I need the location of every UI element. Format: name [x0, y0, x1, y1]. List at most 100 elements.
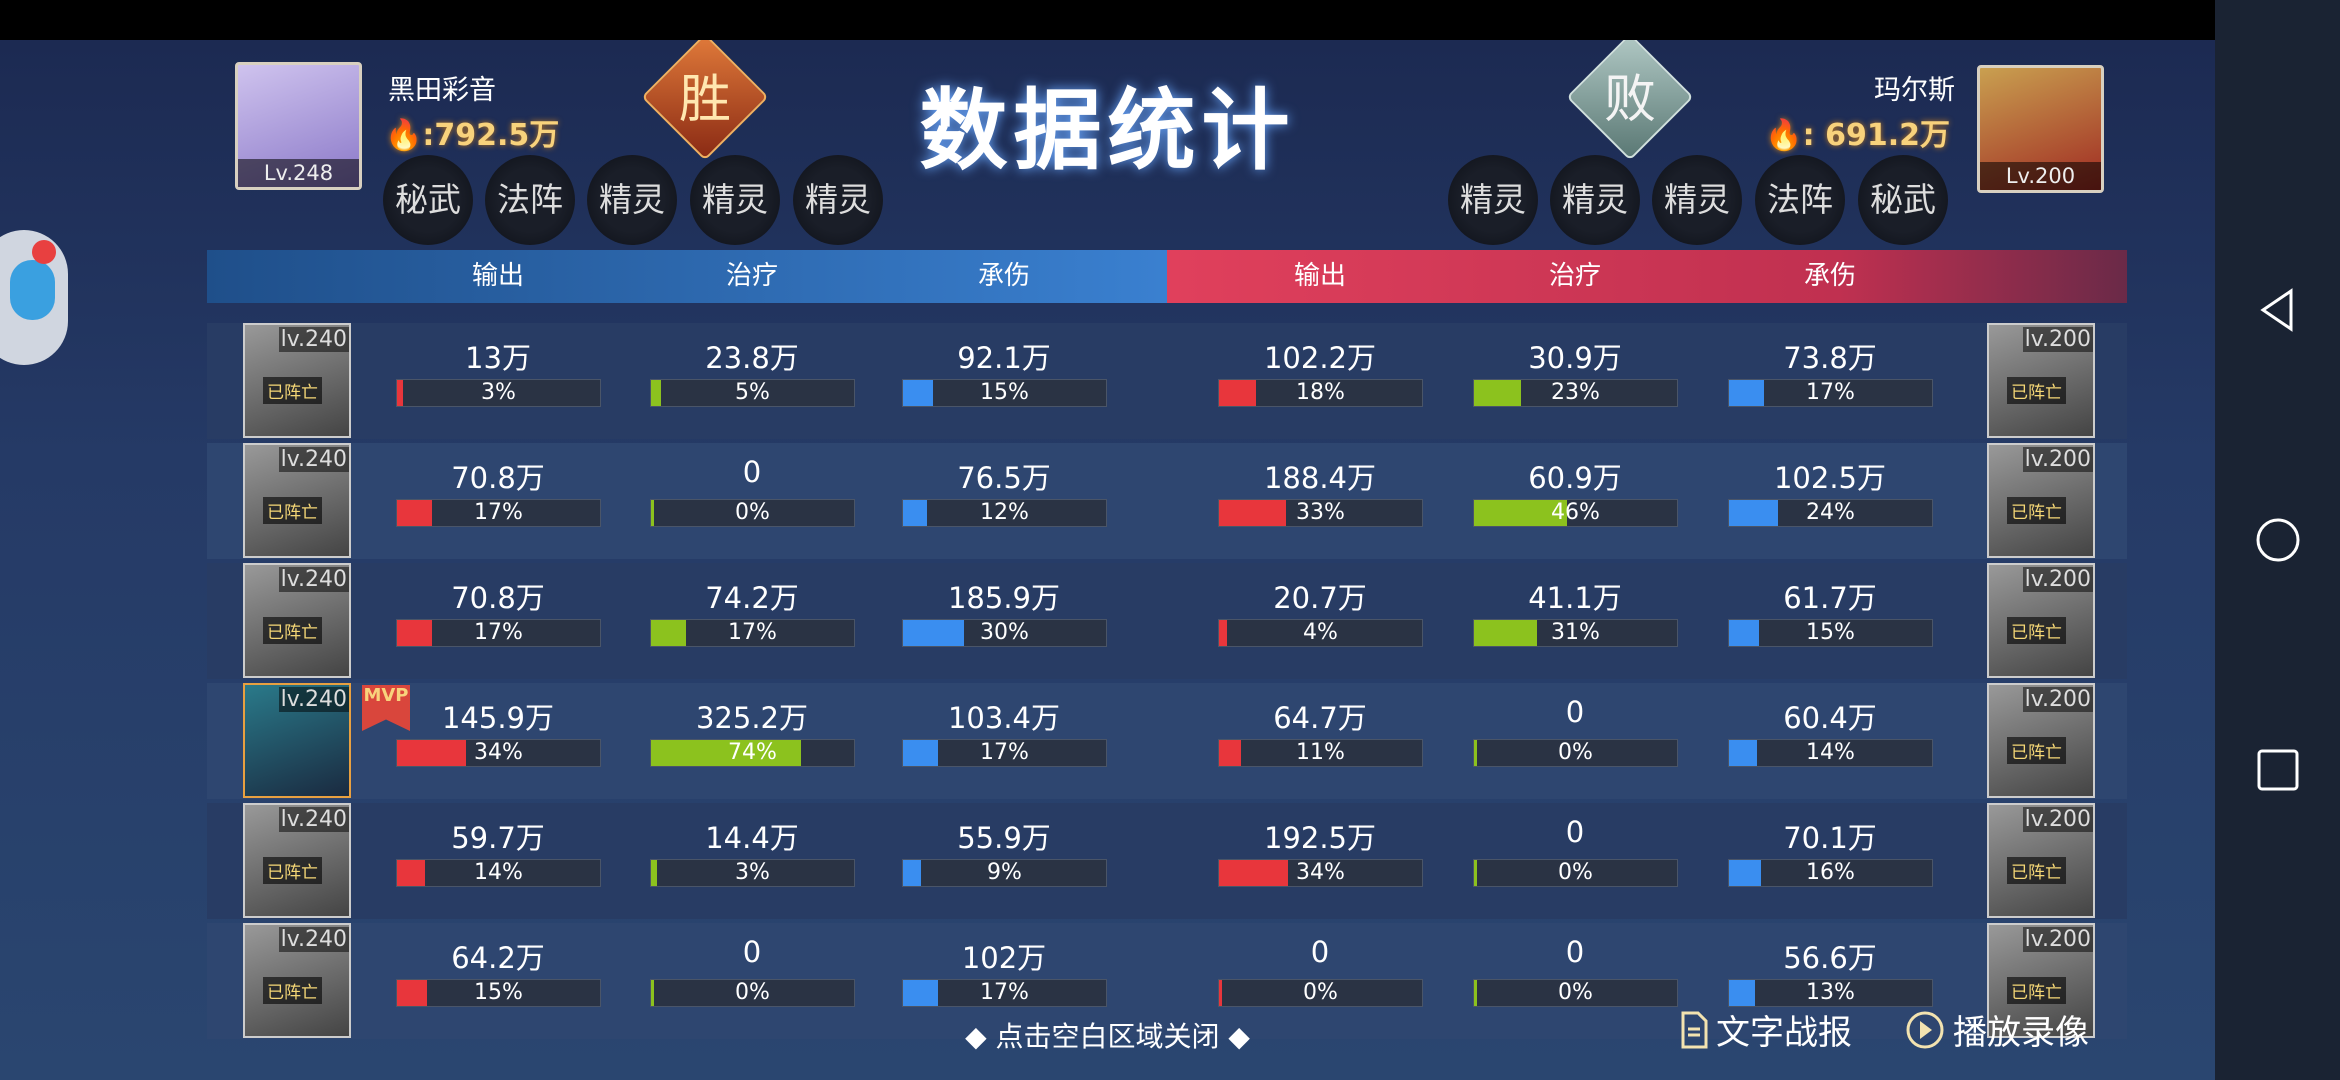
left-tank-value: 102万 [961, 941, 1047, 975]
right-hero-portrait[interactable]: lv.200 已阵亡 [1987, 323, 2095, 438]
right-slot[interactable]: 精灵 [1652, 155, 1742, 245]
right-heal-bar: 46% [1473, 499, 1678, 527]
page-title: 数据统计 [919, 79, 1296, 182]
hero-level: lv.200 [2022, 687, 2093, 712]
right-damage-value: 188.4万 [1263, 461, 1377, 495]
lose-label: 败 [1603, 69, 1656, 130]
left-hero-portrait[interactable]: lv.240 已阵亡 [243, 563, 351, 678]
right-damage-percent: 0% [1303, 980, 1338, 1005]
left-player-name: 黑田彩音 [388, 75, 496, 106]
bar-fill [397, 980, 428, 1006]
left-heal-bar: 0% [650, 499, 855, 527]
left-heal-bar: 74% [650, 739, 855, 767]
right-hero-portrait[interactable]: lv.200 已阵亡 [1987, 803, 2095, 918]
right-tank-value: 73.8万 [1783, 341, 1877, 375]
table-row: lv.240 MVP 145.9万 34% 325.2万 74% 103.4万 17%… [207, 683, 2127, 799]
left-hero-portrait[interactable]: lv.240 已阵亡 [243, 443, 351, 558]
hero-level: lv.240 [278, 327, 349, 352]
left-heal-percent: 5% [735, 380, 770, 405]
right-slot[interactable]: 精灵 [1550, 155, 1640, 245]
right-hero-portrait[interactable]: lv.200 已阵亡 [1987, 923, 2095, 1038]
left-hero-portrait[interactable]: lv.240 已阵亡 [243, 323, 351, 438]
bar-fill [1729, 980, 1756, 1006]
play-circle-icon [1906, 1011, 1944, 1048]
right-player-name: 玛尔斯 [1874, 75, 1955, 106]
left-slot[interactable]: 秘武 [383, 155, 473, 245]
hero-level: lv.200 [2022, 567, 2093, 592]
dead-status: 已阵亡 [263, 977, 322, 1004]
left-slot[interactable]: 法阵 [485, 155, 575, 245]
left-player-avatar[interactable]: Lv.248 [235, 62, 362, 190]
hero-level: lv.200 [2022, 807, 2093, 832]
right-tank-percent: 17% [1806, 380, 1855, 405]
right-heal-bar: 0% [1473, 979, 1678, 1007]
back-triangle-icon[interactable] [2255, 287, 2301, 333]
hero-level: lv.240 [278, 567, 349, 592]
bar-fill [651, 620, 686, 646]
left-slot[interactable]: 精灵 [587, 155, 677, 245]
dead-status: 已阵亡 [2007, 377, 2066, 404]
right-tank-bar: 17% [1728, 379, 1933, 407]
right-damage-percent: 4% [1303, 620, 1338, 645]
left-damage-bar: 17% [396, 499, 601, 527]
bar-fill [1474, 500, 1568, 526]
table-row: lv.240 已阵亡 13万 3% 23.8万 5% 92.1万 15% lv.200… [207, 323, 2127, 439]
left-damage-percent: 34% [474, 740, 523, 765]
right-slot[interactable]: 精灵 [1448, 155, 1538, 245]
close-hint[interactable]: ◆ 点击空白区域关闭 ◆ [965, 1020, 1250, 1053]
bar-fill [903, 380, 934, 406]
right-damage-value: 0 [1310, 935, 1330, 969]
left-tank-bar: 30% [902, 619, 1107, 647]
left-damage-value: 70.8万 [451, 581, 545, 615]
left-tank-bar: 12% [902, 499, 1107, 527]
table-row: lv.240 已阵亡 70.8万 17% 0 0% 76.5万 12% lv.200 … [207, 443, 2127, 559]
right-damage-value: 20.7万 [1273, 581, 1367, 615]
replay-button[interactable]: 播放录像 [1905, 1005, 2089, 1054]
hero-level: lv.240 [278, 447, 349, 472]
right-hero-portrait[interactable]: lv.200 已阵亡 [1987, 563, 2095, 678]
right-heal-bar: 23% [1473, 379, 1678, 407]
right-player-avatar[interactable]: Lv.200 [1977, 65, 2104, 193]
right-tank-percent: 16% [1806, 860, 1855, 885]
text-report-button[interactable]: 文字战报 [1680, 1005, 1852, 1054]
hero-level: lv.240 [278, 687, 349, 712]
left-tank-bar: 17% [902, 979, 1107, 1007]
left-damage-percent: 15% [474, 980, 523, 1005]
left-damage-value: 64.2万 [451, 941, 545, 975]
right-slot[interactable]: 法阵 [1755, 155, 1845, 245]
dead-status: 已阵亡 [263, 857, 322, 884]
left-tank-value: 92.1万 [957, 341, 1051, 375]
table-row: lv.240 已阵亡 70.8万 17% 74.2万 17% 185.9万 30% l… [207, 563, 2127, 679]
bar-fill [903, 860, 922, 886]
right-tank-bar: 16% [1728, 859, 1933, 887]
left-tank-bar: 17% [902, 739, 1107, 767]
right-heal-value: 30.9万 [1528, 341, 1622, 375]
right-hero-portrait[interactable]: lv.200 已阵亡 [1987, 443, 2095, 558]
left-damage-percent: 14% [474, 860, 523, 885]
left-tank-value: 76.5万 [957, 461, 1051, 495]
right-tank-bar: 24% [1728, 499, 1933, 527]
home-circle-icon[interactable] [2255, 517, 2301, 563]
right-tank-bar: 14% [1728, 739, 1933, 767]
left-slot[interactable]: 精灵 [793, 155, 883, 245]
left-hero-portrait[interactable]: lv.240 已阵亡 [243, 803, 351, 918]
dead-status: 已阵亡 [2007, 857, 2066, 884]
right-damage-bar: 0% [1218, 979, 1423, 1007]
left-tank-percent: 30% [980, 620, 1029, 645]
android-nav-bar [2215, 0, 2340, 1080]
battle-stats-screen[interactable]: 数据统计 Lv.248 黑田彩音 🔥:792.5万 胜 Lv.200 玛尔斯 🔥… [0, 40, 2215, 1080]
left-hero-portrait[interactable]: lv.240 已阵亡 [243, 923, 351, 1038]
left-slot[interactable]: 精灵 [690, 155, 780, 245]
recents-square-icon[interactable] [2255, 747, 2301, 793]
right-slot[interactable]: 秘武 [1858, 155, 1948, 245]
left-tank-percent: 9% [987, 860, 1022, 885]
bar-fill [397, 500, 432, 526]
right-tank-percent: 13% [1806, 980, 1855, 1005]
monkey-assistant-icon[interactable] [0, 230, 68, 365]
right-hero-portrait[interactable]: lv.200 已阵亡 [1987, 683, 2095, 798]
left-damage-bar: 15% [396, 979, 601, 1007]
left-hero-portrait[interactable]: lv.240 [243, 683, 351, 798]
bar-fill [903, 980, 938, 1006]
left-heal-percent: 0% [735, 500, 770, 525]
dead-status: 已阵亡 [2007, 977, 2066, 1004]
